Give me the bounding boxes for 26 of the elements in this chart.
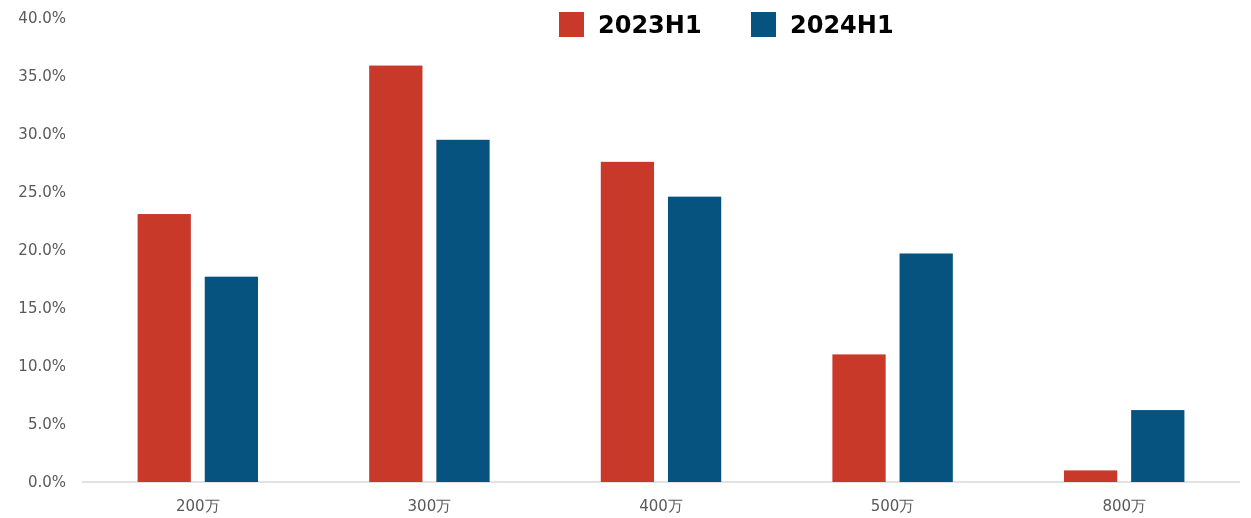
y-tick-label: 20.0% [18, 241, 66, 259]
x-tick-label: 800万 [1102, 497, 1147, 515]
y-tick-label: 15.0% [18, 299, 66, 317]
x-tick-label: 300万 [407, 497, 452, 515]
x-tick-label: 500万 [870, 497, 915, 515]
y-tick-label: 40.0% [18, 9, 66, 27]
y-tick-label: 10.0% [18, 357, 66, 375]
x-tick-label: 200万 [175, 497, 220, 515]
y-tick-label: 25.0% [18, 183, 66, 201]
bar [1131, 410, 1185, 482]
bar [436, 139, 490, 482]
y-tick-label: 30.0% [18, 125, 66, 143]
y-tick-label: 5.0% [27, 415, 66, 433]
y-tick-label: 0.0% [27, 473, 66, 491]
bar [832, 354, 886, 482]
legend-label: 2024H1 [790, 11, 894, 39]
bar [204, 276, 259, 482]
legend-label: 2023H1 [598, 11, 702, 39]
bar [600, 161, 655, 482]
bar [137, 214, 191, 482]
bar [667, 196, 722, 482]
bar [899, 253, 953, 482]
bar [369, 65, 423, 482]
bar [1063, 470, 1118, 482]
y-tick-label: 35.0% [18, 67, 66, 85]
x-tick-label: 400万 [639, 497, 683, 515]
